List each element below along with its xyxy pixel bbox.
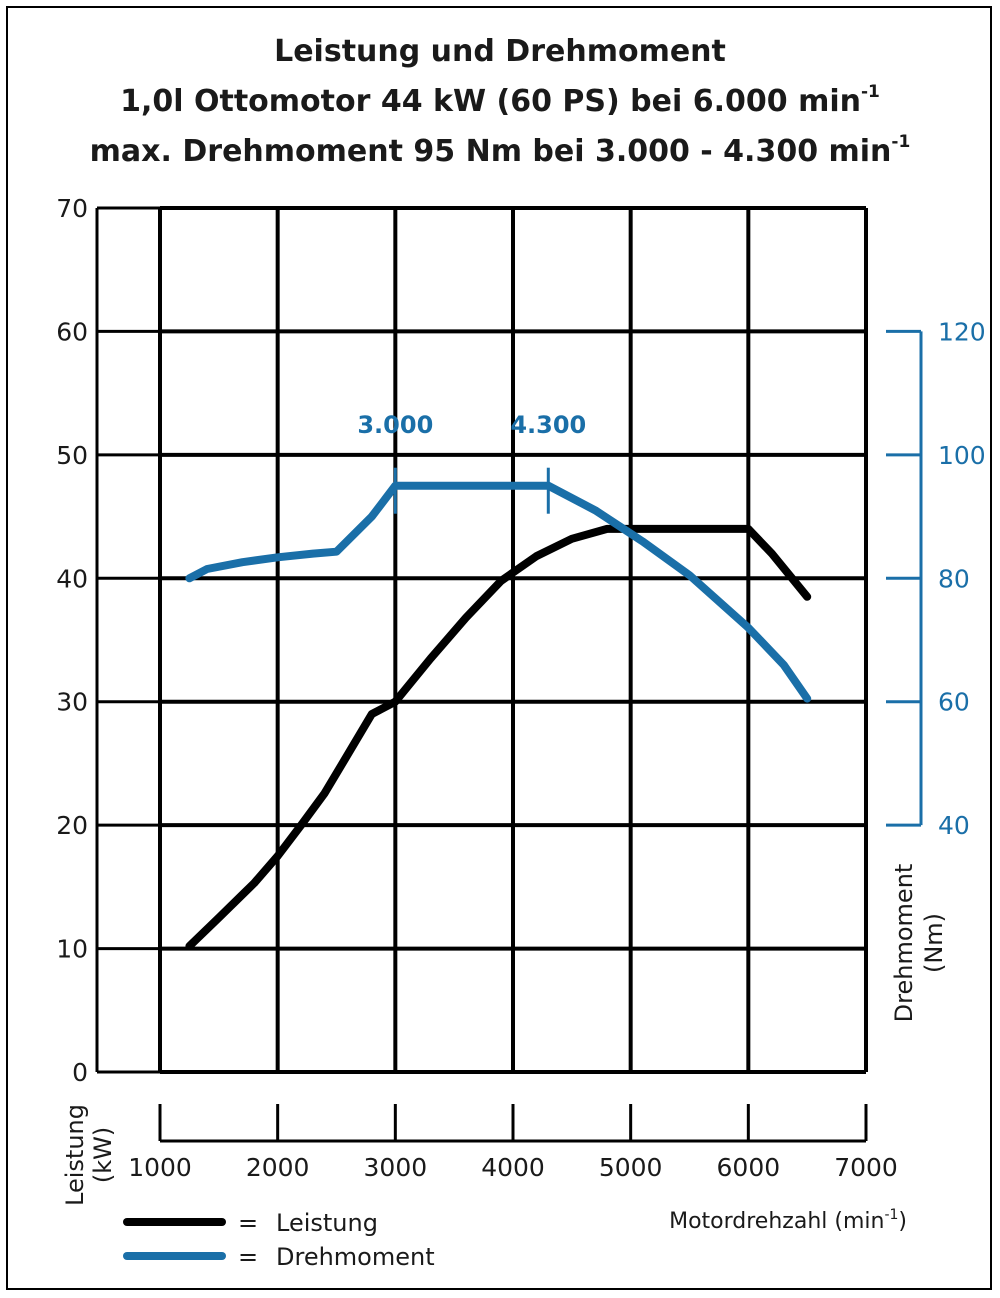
y-axis-right-title-line2: (Nm) [920,913,948,973]
x-tick-label: 5000 [599,1153,663,1182]
labels: 0 10 20 30 40 50 60 70 40 60 80 100 120 1000 2000 3000 4… [56,194,986,1271]
series-line-drehmoment [185,481,812,703]
x-tick-label: 7000 [834,1153,898,1182]
y-axis-right-title-line1: Drehmoment [890,864,918,1023]
y-tick-label-right: 80 [938,564,970,593]
y-tick-label-right: 100 [938,441,986,470]
x-tick-label: 6000 [717,1153,781,1182]
y-tick-label-right: 60 [938,688,970,717]
y-tick-label-right: 120 [938,317,986,346]
y-tick-label-left: 60 [56,317,88,346]
chart-title: Leistung und Drehmoment [274,34,726,69]
y-tick-label-left: 0 [72,1058,88,1087]
series-line-leistung [185,524,812,951]
y-tick-label-left: 10 [56,935,88,964]
chart-subtitle: 1,0l Ottomotor 44 kW (60 PS) bei 6.000 m… [120,82,880,119]
chart-frame [6,6,992,1290]
legend-equals: = [238,1243,258,1271]
y-axis-left-title-line1: Leistung [61,1104,89,1206]
legend-label-leistung: Leistung [276,1209,378,1237]
x-tick-label: 4000 [481,1153,545,1182]
x-tick-label: 3000 [364,1153,428,1182]
y-axis-right-title: Drehmoment (Nm) [890,864,948,1023]
legend-label-drehmoment: Drehmoment [276,1243,435,1271]
annotation-label: 3.000 [357,411,433,439]
y-tick-label-right: 40 [938,811,970,840]
chart-subtitle-2: max. Drehmoment 95 Nm bei 3.000 - 4.300 … [89,132,911,169]
legend-equals: = [238,1209,258,1237]
y-tick-label-left: 70 [56,194,88,223]
annotation-label: 4.300 [510,411,586,439]
x-axis-title: Motordrehzahl (min-1) [669,1207,907,1234]
x-tick-label: 1000 [128,1153,192,1182]
y-tick-label-left: 40 [56,564,88,593]
y-tick-label-left: 30 [56,688,88,717]
y-tick-label-left: 20 [56,811,88,840]
x-tick-label: 2000 [246,1153,310,1182]
axes [95,206,923,1143]
y-axis-left-title: Leistung (kW) [61,1104,117,1206]
y-axis-left-title-line2: (kW) [89,1127,117,1183]
series-lines [185,467,812,951]
grid [158,206,868,1074]
y-tick-label-left: 50 [56,441,88,470]
